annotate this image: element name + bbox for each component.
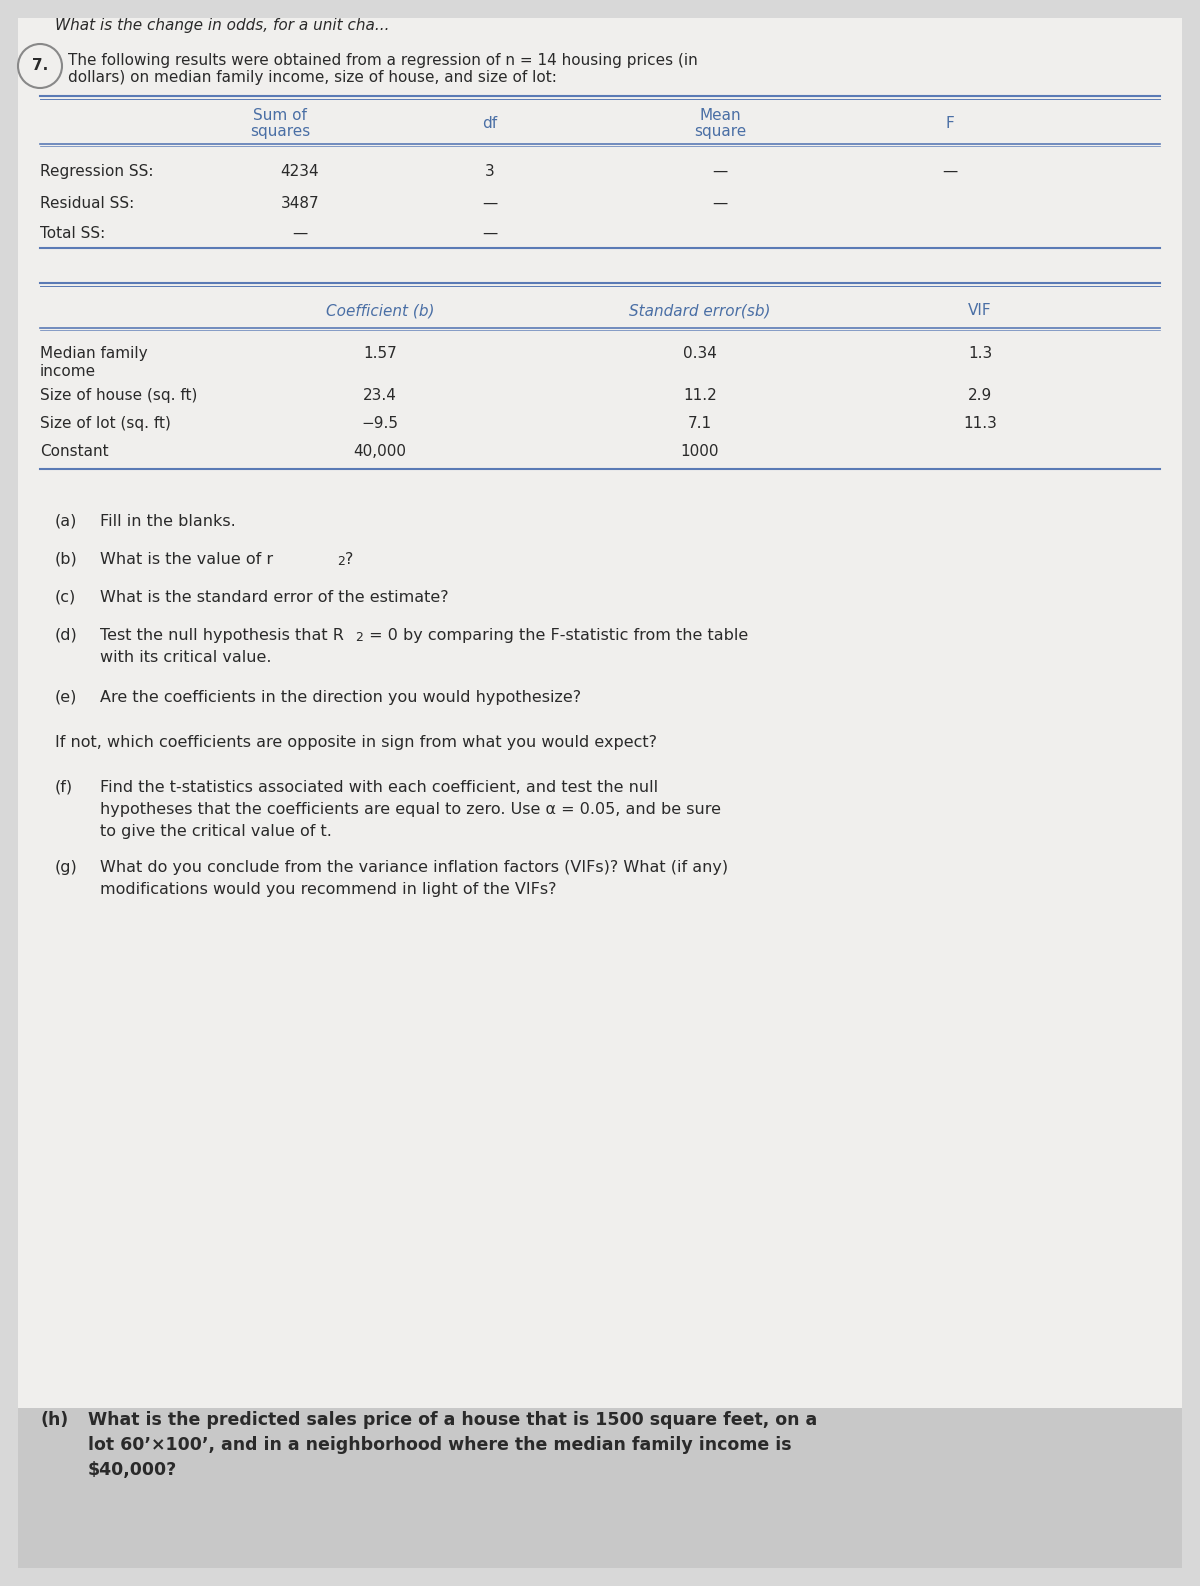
Text: (h): (h) bbox=[40, 1412, 68, 1429]
Text: —: — bbox=[942, 163, 958, 179]
FancyBboxPatch shape bbox=[18, 1408, 1182, 1569]
Text: (b): (b) bbox=[55, 552, 78, 568]
Text: Constant: Constant bbox=[40, 444, 109, 458]
Text: If not, which coefficients are opposite in sign from what you would expect?: If not, which coefficients are opposite … bbox=[55, 734, 658, 750]
Text: —: — bbox=[482, 225, 498, 241]
Text: Residual SS:: Residual SS: bbox=[40, 197, 134, 211]
Text: —: — bbox=[713, 163, 727, 179]
Text: The following results were obtained from a regression of n = 14 housing prices (: The following results were obtained from… bbox=[68, 52, 697, 68]
Text: Find the t-statistics associated with each coefficient, and test the null: Find the t-statistics associated with ea… bbox=[100, 780, 658, 795]
Text: squares: squares bbox=[250, 124, 310, 140]
Text: df: df bbox=[482, 116, 498, 132]
Text: Standard error(sb): Standard error(sb) bbox=[629, 303, 770, 319]
Text: −9.5: −9.5 bbox=[361, 416, 398, 431]
Text: (g): (g) bbox=[55, 860, 78, 875]
Text: 11.2: 11.2 bbox=[683, 389, 716, 403]
Text: 0.34: 0.34 bbox=[683, 346, 716, 362]
Text: (f): (f) bbox=[55, 780, 73, 795]
Text: F: F bbox=[946, 116, 954, 132]
Text: to give the critical value of t.: to give the critical value of t. bbox=[100, 825, 332, 839]
Text: What is the predicted sales price of a house that is 1500 square feet, on a: What is the predicted sales price of a h… bbox=[88, 1412, 817, 1429]
Text: Total SS:: Total SS: bbox=[40, 225, 106, 241]
Text: Mean: Mean bbox=[700, 108, 740, 124]
Text: What is the value of r: What is the value of r bbox=[100, 552, 274, 568]
Text: What is the change in odds, for a unit cha...: What is the change in odds, for a unit c… bbox=[55, 17, 390, 33]
Text: 1.3: 1.3 bbox=[968, 346, 992, 362]
Text: Fill in the blanks.: Fill in the blanks. bbox=[100, 514, 235, 530]
Text: income: income bbox=[40, 365, 96, 379]
Text: 7.1: 7.1 bbox=[688, 416, 712, 431]
Text: 40,000: 40,000 bbox=[354, 444, 407, 458]
Text: 2: 2 bbox=[355, 631, 362, 644]
Text: Coefficient (b): Coefficient (b) bbox=[325, 303, 434, 319]
FancyBboxPatch shape bbox=[18, 17, 1182, 1569]
Text: (c): (c) bbox=[55, 590, 77, 604]
Text: (e): (e) bbox=[55, 690, 77, 706]
Text: (a): (a) bbox=[55, 514, 77, 530]
Text: Are the coefficients in the direction you would hypothesize?: Are the coefficients in the direction yo… bbox=[100, 690, 581, 706]
Text: 1000: 1000 bbox=[680, 444, 719, 458]
Text: 4234: 4234 bbox=[281, 163, 319, 179]
Text: modifications would you recommend in light of the VIFs?: modifications would you recommend in lig… bbox=[100, 882, 557, 898]
Text: hypotheses that the coefficients are equal to zero. Use α = 0.05, and be sure: hypotheses that the coefficients are equ… bbox=[100, 803, 721, 817]
Text: (d): (d) bbox=[55, 628, 78, 642]
Text: VIF: VIF bbox=[968, 303, 992, 319]
Text: Size of house (sq. ft): Size of house (sq. ft) bbox=[40, 389, 197, 403]
Text: Regression SS:: Regression SS: bbox=[40, 163, 154, 179]
Text: Test the null hypothesis that R: Test the null hypothesis that R bbox=[100, 628, 344, 642]
Text: 3487: 3487 bbox=[281, 197, 319, 211]
Text: 2: 2 bbox=[337, 555, 344, 568]
Text: 11.3: 11.3 bbox=[964, 416, 997, 431]
Text: $40,000?: $40,000? bbox=[88, 1461, 178, 1480]
Text: = 0 by comparing the F-statistic from the table: = 0 by comparing the F-statistic from th… bbox=[364, 628, 749, 642]
Text: 7.: 7. bbox=[32, 59, 48, 73]
Text: square: square bbox=[694, 124, 746, 140]
Text: Median family: Median family bbox=[40, 346, 148, 362]
Text: with its critical value.: with its critical value. bbox=[100, 650, 271, 665]
Text: 3: 3 bbox=[485, 163, 494, 179]
Text: —: — bbox=[713, 197, 727, 211]
Text: 1.57: 1.57 bbox=[364, 346, 397, 362]
Text: ?: ? bbox=[346, 552, 353, 568]
Text: Sum of: Sum of bbox=[253, 108, 307, 124]
Text: —: — bbox=[293, 225, 307, 241]
Text: dollars) on median family income, size of house, and size of lot:: dollars) on median family income, size o… bbox=[68, 70, 557, 86]
Text: What is the standard error of the estimate?: What is the standard error of the estima… bbox=[100, 590, 449, 604]
Text: 23.4: 23.4 bbox=[364, 389, 397, 403]
Text: 2.9: 2.9 bbox=[968, 389, 992, 403]
Text: Size of lot (sq. ft): Size of lot (sq. ft) bbox=[40, 416, 170, 431]
Text: What do you conclude from the variance inflation factors (VIFs)? What (if any): What do you conclude from the variance i… bbox=[100, 860, 728, 875]
Text: lot 60’×100’, and in a neighborhood where the median family income is: lot 60’×100’, and in a neighborhood wher… bbox=[88, 1435, 792, 1454]
Text: —: — bbox=[482, 197, 498, 211]
